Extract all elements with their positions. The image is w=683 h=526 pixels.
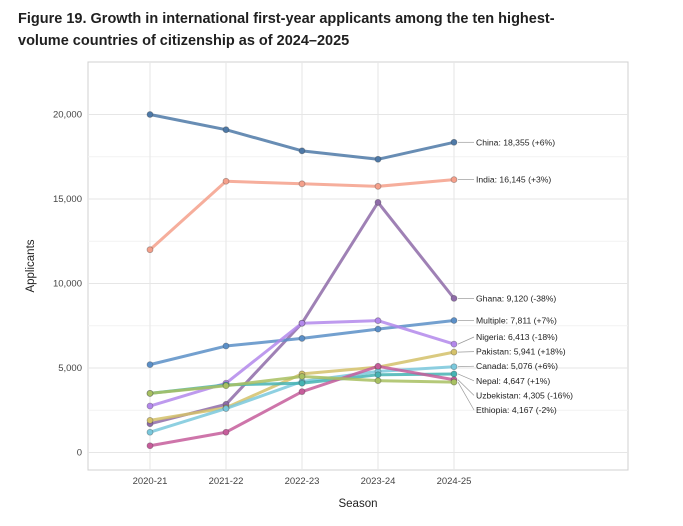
y-tick-label: 5,000 (58, 363, 82, 374)
data-point-nigeria (298, 319, 306, 327)
x-tick-label: 2023-24 (361, 476, 396, 487)
series-label-china: China: 18,355 (+6%) (476, 137, 555, 147)
data-point-china (450, 138, 458, 146)
data-point-china (298, 147, 306, 155)
data-point-ethiopia (450, 378, 458, 386)
data-point-ethiopia (146, 389, 154, 397)
series-label-canada: Canada: 5,076 (+6%) (476, 361, 558, 371)
data-point-nepal (450, 370, 458, 378)
data-point-ethiopia (298, 373, 306, 380)
x-axis-label: Season (338, 498, 377, 510)
series-label-uzbekistan: Uzbekistan: 4,305 (-16%) (476, 390, 573, 400)
data-point-india (450, 176, 458, 184)
data-point-nigeria (146, 402, 154, 410)
data-point-uzbekistan (374, 362, 382, 370)
data-point-ghana (374, 198, 382, 206)
data-point-china (374, 155, 382, 163)
label-leader-line (457, 365, 475, 368)
data-point-uzbekistan (222, 428, 230, 436)
y-tick-label: 20,000 (53, 110, 82, 121)
data-point-ethiopia (222, 382, 230, 390)
data-point-multiple (222, 342, 230, 350)
series-label-ghana: Ghana: 9,120 (-38%) (476, 293, 556, 303)
y-tick-label: 0 (77, 448, 82, 459)
data-point-multiple (146, 361, 154, 369)
series-layer (146, 111, 458, 450)
data-point-canada (146, 428, 154, 436)
data-point-nepal (374, 371, 382, 379)
series-label-pakistan: Pakistan: 5,941 (+18%) (476, 347, 566, 357)
series-label-ethiopia: Ethiopia: 4,167 (-2%) (476, 405, 557, 415)
data-point-multiple (298, 335, 306, 342)
y-tick-label: 10,000 (53, 279, 82, 290)
data-point-china (222, 126, 230, 134)
data-point-canada (450, 363, 458, 371)
figure-title: Figure 19. Growth in international first… (18, 11, 555, 49)
axes: 0 5,000 10,000 15,000 20,000 2020-21 2021-22 20… (53, 110, 472, 488)
x-tick-label: 2022-23 (285, 476, 320, 487)
data-point-ghana (450, 294, 458, 302)
data-point-india (298, 180, 306, 188)
data-point-uzbekistan (146, 442, 154, 450)
data-point-nigeria (374, 317, 382, 325)
data-point-india (146, 246, 154, 254)
plot-panel (87, 61, 629, 471)
data-point-nepal (298, 379, 306, 387)
data-point-multiple (450, 317, 458, 324)
data-point-ethiopia (374, 377, 382, 385)
data-point-india (222, 177, 230, 185)
series-label-nigeria: Nigeria: 6,413 (-18%) (476, 332, 558, 342)
series-label-india: India: 16,145 (+3%) (476, 175, 551, 185)
x-tick-label: 2021-22 (209, 476, 244, 487)
series-labels: China: 18,355 (+6%) India: 16,145 (+3%) Gh… (457, 137, 573, 415)
data-point-india (374, 182, 382, 190)
label-leader-line (457, 381, 475, 411)
x-tick-label: 2024-25 (437, 476, 472, 487)
data-point-pakistan (146, 416, 154, 424)
y-tick-label: 15,000 (53, 194, 82, 205)
data-point-uzbekistan (298, 388, 306, 396)
data-point-china (146, 111, 154, 118)
y-axis-label: Applicants (25, 239, 37, 292)
data-point-multiple (374, 325, 382, 333)
data-point-pakistan (450, 348, 458, 356)
label-leader-line (457, 379, 475, 396)
label-leader-line (457, 373, 475, 382)
x-tick-label: 2020-21 (133, 476, 168, 487)
series-label-multiple: Multiple: 7,811 (+7%) (476, 315, 557, 325)
label-leader-line (457, 336, 475, 345)
series-label-nepal: Nepal: 4,647 (+1%) (476, 376, 550, 386)
data-point-nigeria (450, 340, 458, 348)
data-point-canada (222, 405, 230, 412)
